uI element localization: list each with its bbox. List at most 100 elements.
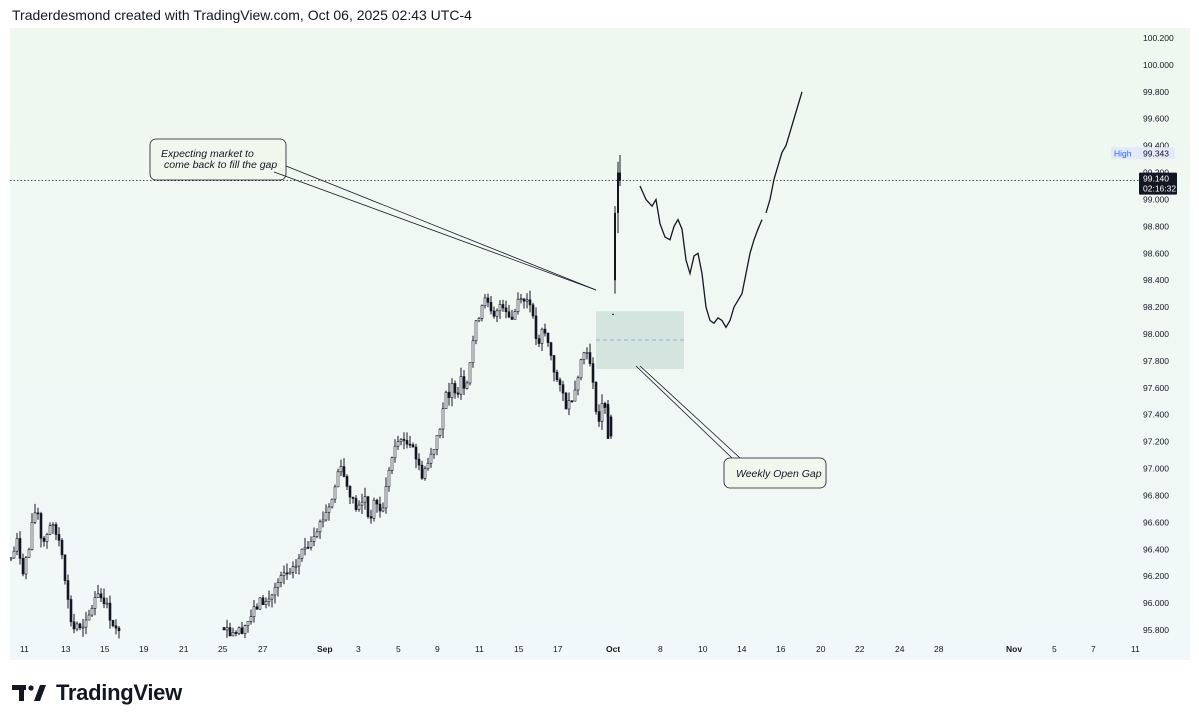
high-label-value: 99.343: [1143, 148, 1169, 158]
candle: [468, 362, 472, 386]
brand-name: TradingView: [56, 680, 182, 705]
candle: [414, 443, 418, 469]
candle: [579, 358, 583, 381]
candle: [297, 554, 301, 575]
candle: [522, 298, 526, 309]
candle: [240, 621, 244, 635]
candle: [366, 495, 370, 519]
candle: [438, 428, 442, 439]
candle: [474, 319, 478, 345]
candle: [351, 496, 355, 504]
candle: [447, 382, 451, 406]
candle: [546, 332, 550, 347]
candle: [477, 316, 481, 323]
candle: [114, 619, 118, 635]
candle: [555, 369, 559, 383]
candle: [591, 357, 595, 389]
candle: [399, 438, 403, 446]
candle: [501, 299, 505, 312]
y-tick-label: 97.000: [1143, 464, 1169, 474]
candle: [249, 609, 253, 625]
x-tick-label: 7: [1091, 644, 1096, 654]
candle: [225, 619, 229, 638]
candle: [246, 621, 250, 633]
x-tick-label: 5: [396, 644, 401, 654]
price-countdown: 02:16:32: [1143, 184, 1176, 194]
candle: [537, 334, 541, 348]
y-tick-label: 96.600: [1143, 517, 1169, 527]
candle: [600, 394, 604, 430]
candle: [261, 595, 265, 605]
candle: [342, 458, 346, 478]
candle: [48, 522, 52, 536]
candle: [432, 449, 436, 459]
candle: [18, 531, 22, 565]
x-tick-label: 9: [435, 644, 440, 654]
candle: [393, 439, 397, 463]
y-tick-label: 96.000: [1143, 598, 1169, 608]
candle: [426, 457, 430, 471]
candle: [465, 380, 469, 390]
candle: [567, 392, 571, 416]
candle: [327, 503, 331, 521]
candle: [237, 626, 241, 636]
candle: [93, 591, 97, 616]
candles: [10, 155, 621, 639]
candle: [108, 595, 112, 629]
candle: [540, 327, 544, 351]
y-tick-label: 100.200: [1143, 33, 1174, 43]
annotation-text-line2: come back to fill the gap: [164, 159, 277, 171]
candle: [372, 497, 376, 522]
y-tick-label: 96.800: [1143, 490, 1169, 500]
x-tick-label: 15: [514, 644, 524, 654]
candle: [471, 335, 475, 368]
candle: [498, 300, 502, 319]
projection-leg-down-up: [639, 185, 763, 329]
candle: [420, 460, 424, 480]
candle: [381, 502, 385, 513]
y-tick-label: 95.800: [1143, 625, 1169, 635]
tradingview-logo-icon: [12, 685, 46, 701]
candle: [483, 294, 487, 309]
candle: [90, 604, 94, 618]
candle: [582, 351, 586, 365]
x-tick-label: Oct: [606, 644, 620, 654]
x-tick-label: 3: [356, 644, 361, 654]
candle: [516, 292, 520, 315]
y-tick-label: 99.200: [1143, 168, 1169, 178]
candle: [597, 404, 601, 427]
candle: [63, 554, 67, 585]
candle: [363, 487, 367, 510]
candle: [510, 309, 514, 320]
candle: [60, 538, 64, 560]
candle: [531, 302, 535, 319]
candle: [57, 527, 61, 547]
candle: [417, 453, 421, 471]
chart-area[interactable]: Expecting market to come back to fill the…: [10, 28, 1190, 660]
candle: [111, 619, 115, 628]
x-tick-label: 8: [658, 644, 663, 654]
y-tick-label: 99.600: [1143, 114, 1169, 124]
candle: [81, 619, 85, 637]
high-price-label: High 99.343: [1111, 147, 1175, 160]
candle: [570, 400, 574, 403]
candle: [231, 627, 235, 637]
annotation-weekly-open-gap[interactable]: Weekly Open Gap: [635, 365, 827, 489]
candle: [348, 485, 352, 504]
candle: [324, 504, 328, 522]
candle: [507, 304, 511, 319]
candle: [222, 626, 226, 631]
candle: [525, 293, 529, 309]
x-tick-label: 10: [698, 644, 708, 654]
candle: [258, 597, 262, 610]
candle: [330, 498, 334, 509]
tradingview-logo[interactable]: TradingView: [12, 678, 182, 708]
candle: [75, 621, 79, 632]
y-tick-label: 97.400: [1143, 410, 1169, 420]
candle: [117, 625, 121, 639]
candle: [69, 595, 73, 627]
candle: [66, 574, 70, 609]
candle: [387, 467, 391, 492]
